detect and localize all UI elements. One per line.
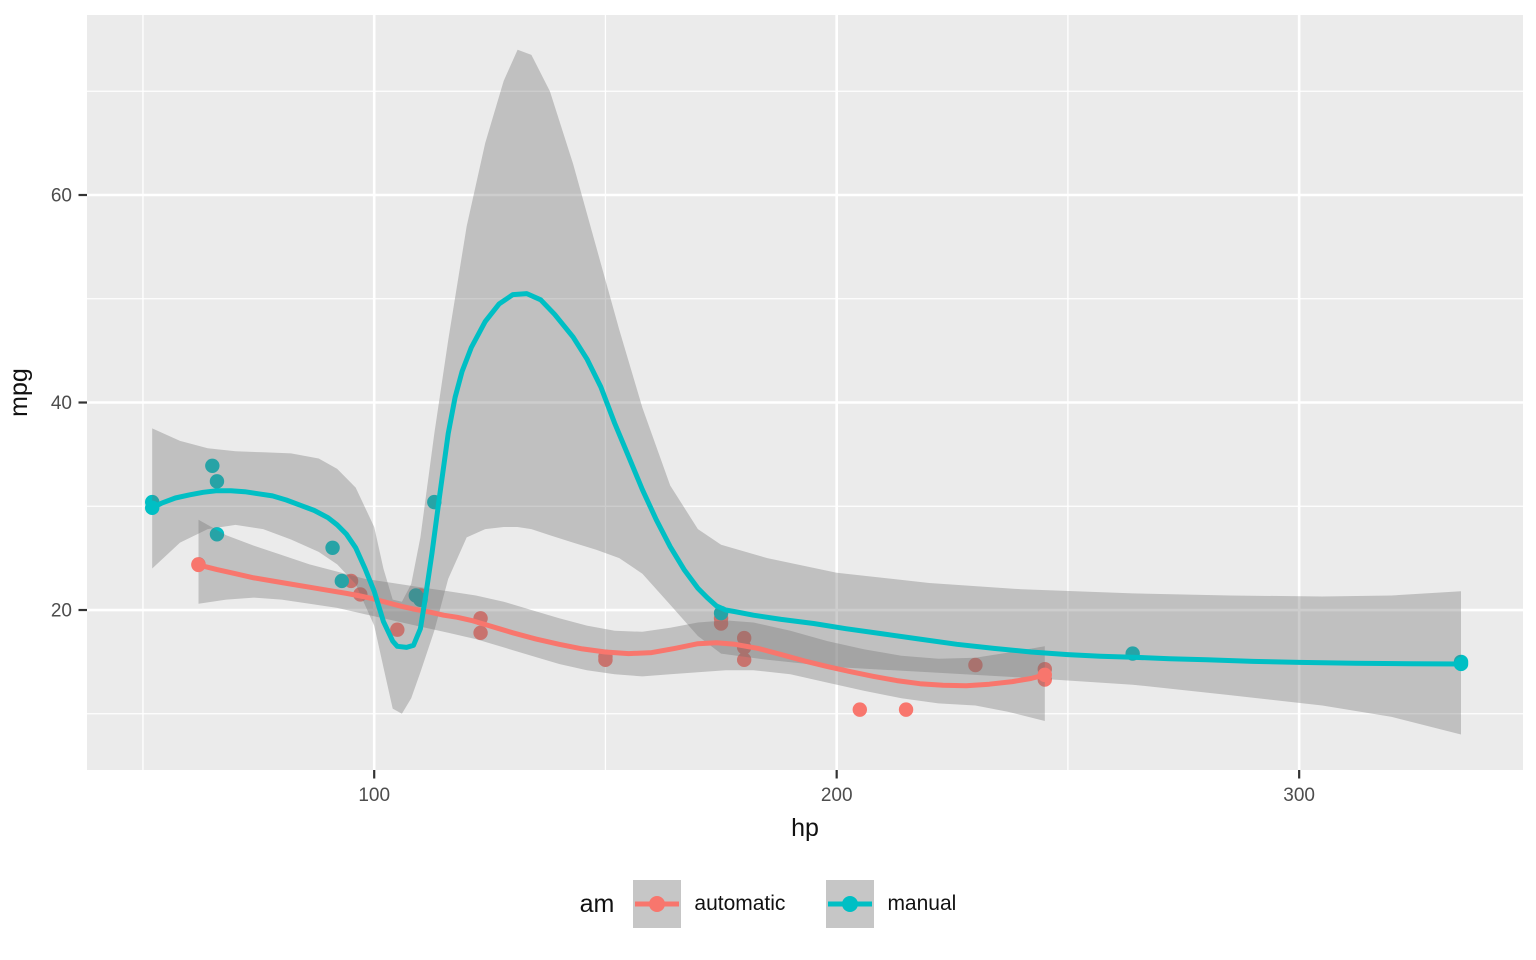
x-tick-label: 200: [821, 785, 853, 806]
data-point-automatic: [898, 702, 914, 717]
legend-point-automatic: [649, 896, 666, 912]
legend-point-manual: [842, 896, 859, 912]
smooth-line-endcap-automatic: [1037, 667, 1052, 683]
smooth-line-endcap-manual: [1453, 656, 1469, 672]
legend-title: am: [579, 889, 615, 918]
data-point-automatic: [852, 702, 868, 717]
y-tick-label: 60: [51, 186, 72, 207]
legend-label-automatic: automatic: [694, 892, 786, 915]
ci-ribbon-manual: [152, 49, 1462, 735]
smooth-line-manual: [149, 291, 1464, 667]
legend-key-automatic: [633, 880, 682, 928]
y-tick-label: 20: [51, 601, 72, 622]
data-point-automatic: [736, 652, 752, 668]
x-axis-title: hp: [791, 814, 819, 842]
smooth-line-endcap-manual: [145, 500, 160, 516]
ci-ribbon-automatic: [198, 519, 1045, 721]
legend-entry-manual: manual: [807, 880, 956, 928]
legend-key-manual: [826, 880, 875, 928]
legend-label-manual: manual: [887, 892, 957, 915]
data-point-automatic: [968, 657, 983, 673]
data-point-manual: [209, 474, 225, 489]
data-point-manual: [205, 458, 220, 474]
smooth-line-automatic: [196, 562, 1048, 689]
x-tick-label: 100: [358, 785, 390, 806]
legend-key-glyph-manual: [828, 896, 873, 912]
data-point-automatic: [473, 625, 488, 641]
data-point-manual: [209, 527, 225, 542]
legend-entry-automatic: automatic: [614, 880, 785, 928]
data-point-manual: [325, 540, 340, 555]
y-axis-title: mpg: [5, 368, 33, 417]
data-point-automatic: [736, 630, 752, 646]
x-tick-label: 300: [1283, 785, 1315, 806]
data-point-manual: [408, 588, 424, 603]
data-point-automatic: [390, 622, 405, 637]
data-point-automatic: [598, 652, 613, 668]
legend: am automatic manual: [0, 876, 1536, 932]
plot-panel: [87, 15, 1523, 770]
data-point-manual: [334, 573, 350, 589]
smooth-line-endcap-automatic: [191, 557, 206, 573]
legend-key-glyph-automatic: [635, 896, 680, 912]
y-tick-label: 40: [51, 393, 72, 414]
